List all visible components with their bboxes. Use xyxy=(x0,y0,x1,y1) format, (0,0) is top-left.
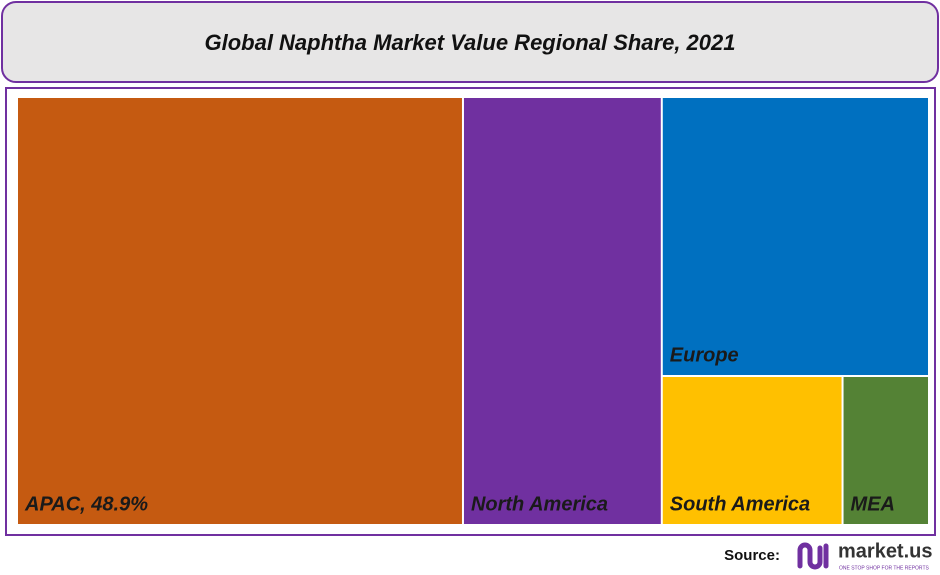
treemap-tile xyxy=(662,377,842,524)
source-label: Source: xyxy=(724,547,780,564)
treemap-tile xyxy=(662,98,928,376)
treemap-tile xyxy=(18,98,462,524)
treemap-tile xyxy=(843,377,928,524)
tile-label: South America xyxy=(670,493,810,515)
tile-label: Europe xyxy=(670,344,739,366)
tile-label: North America xyxy=(471,493,608,515)
logo: market.us ONE STOP SHOP FOR THE REPORTS xyxy=(797,540,933,571)
title-box xyxy=(1,1,939,83)
logo-tagline: ONE STOP SHOP FOR THE REPORTS xyxy=(839,565,930,571)
chart-title: Global Naphtha Market Value Regional Sha… xyxy=(204,30,735,55)
logo-text: market.us xyxy=(838,540,933,562)
logo-icon xyxy=(797,542,829,570)
tile-label: MEA xyxy=(851,493,895,515)
treemap-tile xyxy=(463,98,661,524)
tile-label: APAC, 48.9% xyxy=(24,493,148,515)
